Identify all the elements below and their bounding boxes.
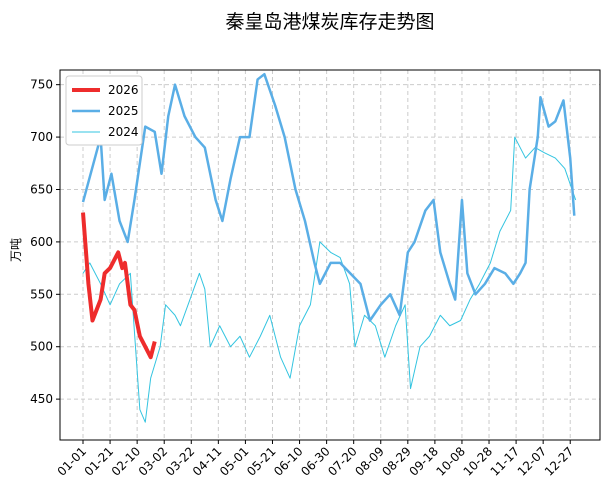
x-tick-label: 03-02 bbox=[136, 444, 171, 479]
x-tick-label: 01-01 bbox=[55, 444, 90, 479]
x-tick-label: 11-17 bbox=[488, 444, 523, 479]
x-tick-label: 05-01 bbox=[217, 444, 252, 479]
x-tick-label: 08-29 bbox=[379, 444, 414, 479]
x-tick-label: 02-10 bbox=[109, 444, 144, 479]
line bbox=[82, 136, 577, 423]
y-tick-label: 650 bbox=[30, 182, 53, 196]
x-tick-label: 03-22 bbox=[163, 444, 198, 479]
plot-frame bbox=[59, 69, 601, 441]
x-tick-label: 05-21 bbox=[244, 444, 279, 479]
x-tick-label: 07-20 bbox=[325, 444, 360, 479]
x-tick-label: 06-10 bbox=[271, 444, 306, 479]
x-tick-label: 12-07 bbox=[515, 444, 550, 479]
legend-label: 2024 bbox=[108, 125, 139, 139]
x-tick-label: 06-30 bbox=[298, 444, 333, 479]
legend-label: 2026 bbox=[108, 83, 139, 97]
line bbox=[81, 72, 576, 322]
x-tick-label: 08-09 bbox=[352, 444, 387, 479]
legend-label: 2025 bbox=[108, 104, 139, 118]
x-tick-label: 12-27 bbox=[542, 444, 577, 479]
y-tick-label: 700 bbox=[30, 130, 53, 144]
line bbox=[81, 212, 157, 360]
y-tick-label: 550 bbox=[30, 287, 53, 301]
x-tick-label: 10-08 bbox=[434, 444, 469, 479]
y-tick-label: 600 bbox=[30, 235, 53, 249]
x-tick-label: 04-11 bbox=[190, 444, 225, 479]
y-tick-label: 450 bbox=[30, 392, 53, 406]
x-tick-label: 10-28 bbox=[461, 444, 496, 479]
chart-title: 秦皇岛港煤炭库存走势图 bbox=[225, 11, 434, 33]
y-tick-label: 500 bbox=[30, 340, 53, 354]
y-tick-label: 750 bbox=[30, 78, 53, 92]
legend-box bbox=[65, 75, 143, 146]
y-axis-label: 万吨 bbox=[9, 238, 23, 262]
x-tick-label: 01-21 bbox=[82, 444, 117, 479]
x-tick-label: 09-18 bbox=[406, 444, 441, 479]
